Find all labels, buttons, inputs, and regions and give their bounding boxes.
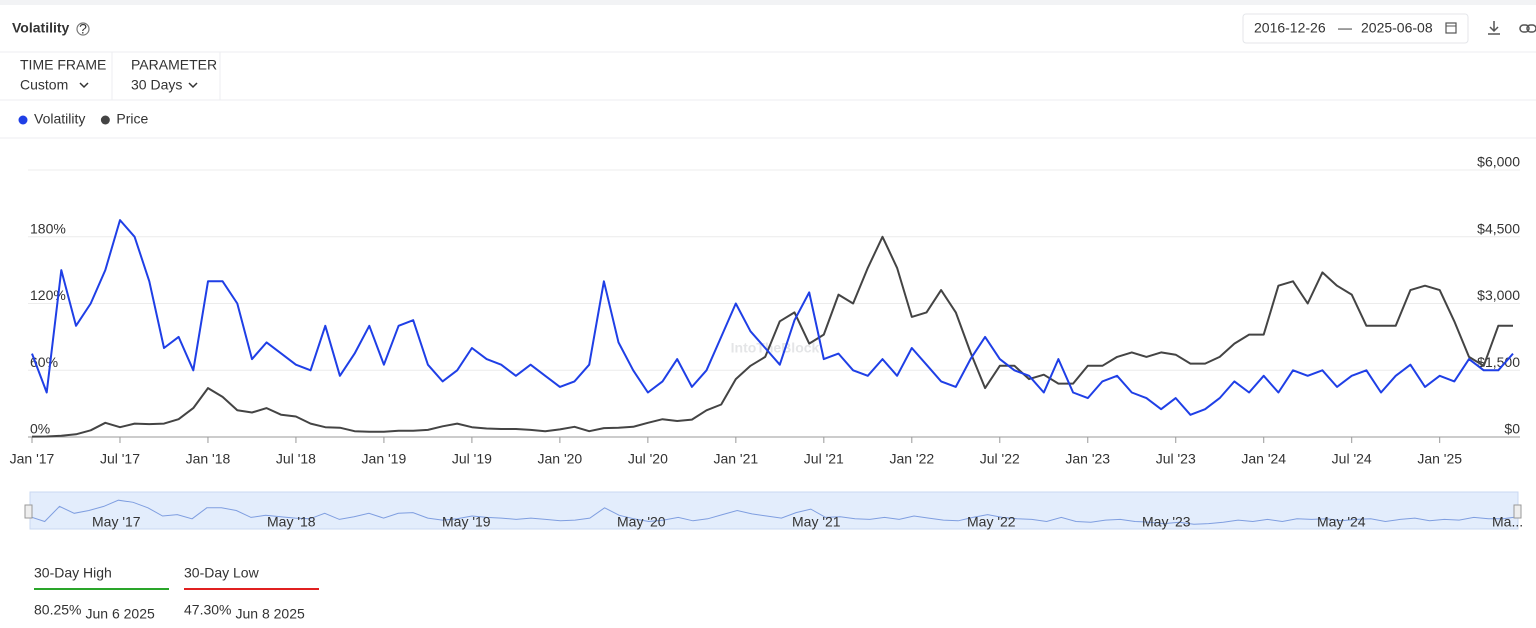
- navigator-label: May '17: [92, 514, 141, 530]
- navigator-label: May '23: [1142, 514, 1191, 530]
- x-tick-label: Jul '23: [1156, 451, 1196, 467]
- control-value[interactable]: Custom: [20, 77, 68, 93]
- legend-label: Volatility: [34, 111, 85, 127]
- date-to: 2025-06-08: [1361, 20, 1433, 36]
- x-tick-label: Jul '24: [1332, 451, 1372, 467]
- y-tick-label: 180%: [30, 220, 66, 236]
- y2-tick-label: $4,500: [1477, 220, 1520, 236]
- svg-text:?: ?: [79, 21, 87, 37]
- navigator-handle[interactable]: [24, 504, 33, 519]
- navigator[interactable]: [29, 491, 1519, 530]
- top-strip: [0, 0, 1536, 5]
- x-tick-label: Jan '25: [1417, 451, 1462, 467]
- x-tick-label: Jul '22: [980, 451, 1020, 467]
- stat-value: 80.25%: [34, 602, 81, 618]
- x-tick-label: Jul '18: [276, 451, 316, 467]
- date-range[interactable]: [1242, 13, 1469, 44]
- line-series: [31, 235, 1513, 438]
- x-tick-label: Jan '24: [1241, 451, 1286, 467]
- stat-label: 30-Day Low: [184, 565, 260, 581]
- x-tick-label: Jan '18: [186, 451, 231, 467]
- watermark: IntoTheBlock: [731, 340, 820, 356]
- stat-date: Jun 8 2025: [235, 606, 304, 622]
- x-tick-label: Jul '21: [804, 451, 844, 467]
- navigator-handle[interactable]: [1513, 504, 1522, 519]
- control-label: PARAMETER: [131, 57, 217, 73]
- download-icon[interactable]: [1488, 21, 1500, 35]
- y-tick-label: 0%: [30, 421, 50, 437]
- x-tick-label: Jan '21: [713, 451, 758, 467]
- plot: $0$1,500$3,000$4,500$6,0000%60%120%180%J…: [10, 154, 1521, 467]
- x-tick-label: Jul '19: [452, 451, 492, 467]
- stats: 30-Day High 80.25% Jun 6 2025 30-Day Low 47.…: [34, 565, 319, 622]
- legend-label: Price: [116, 111, 148, 127]
- navigator-label: May '22: [967, 514, 1016, 530]
- navigator-content: May '17 May '18 May '19 May '20 May '21 May '…: [29, 499, 1523, 530]
- navigator-series: [29, 499, 1519, 525]
- line-series: [31, 219, 1514, 416]
- stat-label: 30-Day High: [34, 565, 112, 581]
- x-tick-label: Jan '23: [1065, 451, 1110, 467]
- navigator-label: May '19: [442, 514, 491, 530]
- calendar-icon[interactable]: [1445, 22, 1457, 34]
- dropdown-caret: [79, 82, 89, 89]
- date-from: 2016-12-26: [1254, 20, 1326, 36]
- control-value[interactable]: 30 Days: [131, 77, 182, 93]
- x-tick-label: Jan '20: [538, 451, 583, 467]
- stat-value: 47.30%: [184, 602, 231, 618]
- navigator-label: May '18: [267, 514, 316, 530]
- x-tick-label: Jan '19: [362, 451, 407, 467]
- dropdown-caret: [188, 82, 198, 89]
- legend: Volatility Price: [18, 111, 148, 127]
- title: Volatility: [12, 20, 70, 36]
- navigator-label: May '24: [1317, 514, 1366, 530]
- date-separator: —: [1338, 20, 1352, 36]
- y2-tick-label: $3,000: [1477, 287, 1520, 303]
- x-tick-label: Jul '20: [628, 451, 668, 467]
- controls: TIME FRAME Custom PARAMETER 30 Days: [20, 57, 217, 93]
- legend-marker: [100, 115, 110, 125]
- y-tick-label: 120%: [30, 287, 66, 303]
- x-tick-label: Jul '17: [100, 451, 140, 467]
- stat-date: Jun 6 2025: [85, 606, 154, 622]
- help-icon[interactable]: ?: [76, 21, 90, 37]
- y2-tick-label: $0: [1504, 421, 1520, 437]
- y2-tick-label: $1,500: [1477, 354, 1520, 370]
- control-label: TIME FRAME: [20, 57, 106, 73]
- legend-marker: [18, 115, 28, 125]
- navigator-label: May '21: [792, 514, 841, 530]
- navigator-label: May '20: [617, 514, 666, 530]
- y2-tick-label: $6,000: [1477, 154, 1520, 170]
- x-tick-label: Jan '22: [889, 451, 934, 467]
- link-icon[interactable]: [1519, 24, 1536, 33]
- x-tick-label: Jan '17: [10, 451, 55, 467]
